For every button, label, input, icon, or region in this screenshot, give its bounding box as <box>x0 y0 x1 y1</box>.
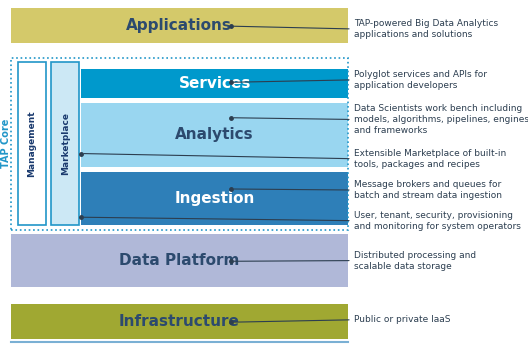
FancyBboxPatch shape <box>81 172 348 225</box>
Text: Marketplace: Marketplace <box>61 112 70 175</box>
Text: Management: Management <box>27 110 36 177</box>
FancyBboxPatch shape <box>11 234 348 287</box>
Text: Data Scientists work bench including
models, algorithms, pipelines, engines
and : Data Scientists work bench including mod… <box>354 104 528 135</box>
Text: Polyglot services and APIs for
application developers: Polyglot services and APIs for applicati… <box>354 70 487 90</box>
FancyBboxPatch shape <box>11 304 348 339</box>
Text: Analytics: Analytics <box>175 127 254 142</box>
Text: Services: Services <box>178 76 251 91</box>
Text: Data Platform: Data Platform <box>119 253 240 268</box>
FancyBboxPatch shape <box>81 103 348 167</box>
Text: Distributed processing and
scalable data storage: Distributed processing and scalable data… <box>354 251 476 271</box>
Text: TAP Core: TAP Core <box>1 119 11 168</box>
FancyBboxPatch shape <box>51 62 79 225</box>
Text: Public or private IaaS: Public or private IaaS <box>354 315 450 324</box>
FancyBboxPatch shape <box>18 62 46 225</box>
Text: Ingestion: Ingestion <box>174 191 255 206</box>
Text: Applications: Applications <box>126 18 232 33</box>
FancyBboxPatch shape <box>81 68 348 98</box>
Text: Message brokers and queues for
batch and stream data ingestion: Message brokers and queues for batch and… <box>354 180 502 200</box>
FancyBboxPatch shape <box>11 8 348 43</box>
Text: User, tenant, security, provisioning
and monitoring for system operators: User, tenant, security, provisioning and… <box>354 211 521 231</box>
Text: Extensible Marketplace of built-in
tools, packages and recipes: Extensible Marketplace of built-in tools… <box>354 149 506 169</box>
Text: TAP-powered Big Data Analytics
applications and solutions: TAP-powered Big Data Analytics applicati… <box>354 19 498 39</box>
Text: Infrastructure: Infrastructure <box>119 314 240 329</box>
